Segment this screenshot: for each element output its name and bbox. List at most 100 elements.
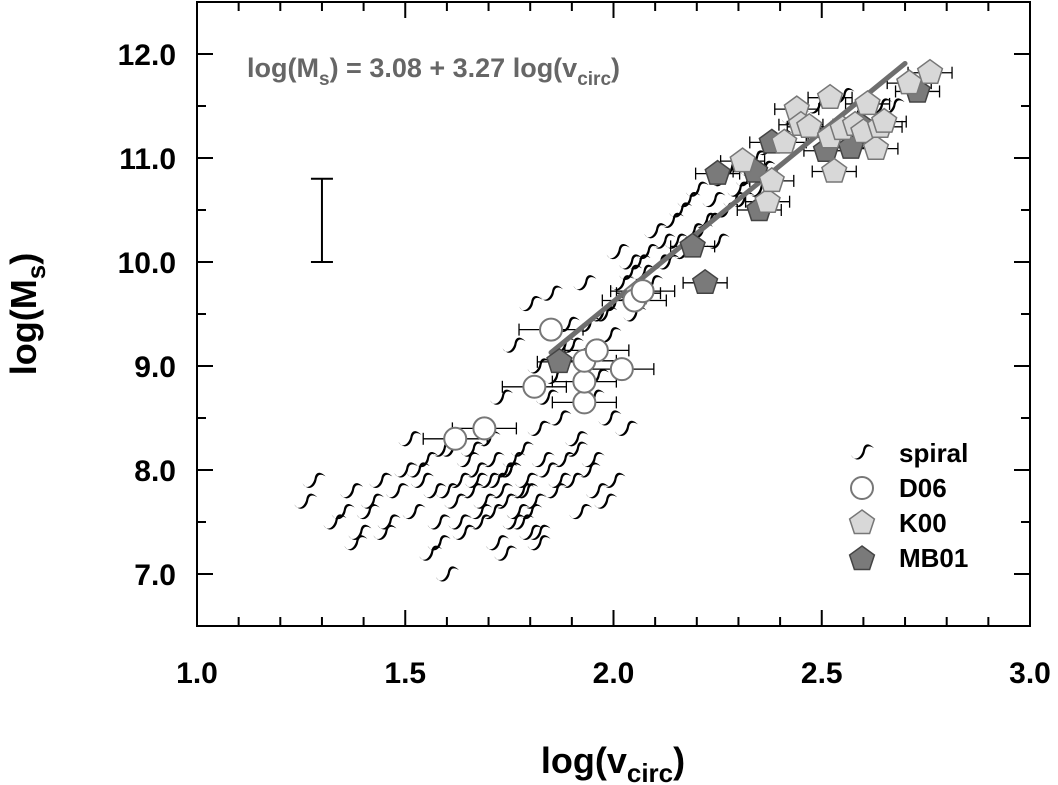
spiral-point <box>415 451 439 468</box>
axis-tick-labels: 1.0 1.5 2.0 2.5 3.0 7.0 8.0 9.0 10.0 11.0 12.0 <box>118 39 1051 690</box>
legend-label-k00: K00 <box>899 508 947 538</box>
spiral-point <box>552 451 576 468</box>
spiral-point <box>644 223 668 239</box>
spiral-point <box>510 441 534 457</box>
x-tick-label: 1.0 <box>176 657 218 690</box>
spiral-point <box>394 462 418 478</box>
mb01-point <box>546 347 573 374</box>
k00-point <box>729 147 756 173</box>
series-k00 <box>625 58 944 305</box>
spiral-point <box>614 420 638 436</box>
spiral-point <box>598 410 622 426</box>
spiral-point <box>527 535 551 551</box>
spiral-point <box>577 462 601 478</box>
spiral-point <box>469 503 493 520</box>
k00-point <box>754 187 781 213</box>
k00-point <box>796 112 823 139</box>
spiral-point <box>540 285 564 301</box>
spiral-point <box>427 514 451 530</box>
spiral-point <box>544 483 568 499</box>
spiral-point <box>635 243 659 260</box>
d06-point <box>443 426 468 451</box>
spiral-point <box>456 451 480 468</box>
d06-point <box>572 369 597 394</box>
spiral-point <box>527 420 551 436</box>
spiral-point <box>331 503 355 520</box>
spiral-point <box>302 472 326 488</box>
typical-error-bar <box>310 177 333 263</box>
spiral-point <box>619 254 643 270</box>
fit-line-segment <box>548 60 908 356</box>
y-tick-label: 10.0 <box>118 247 176 280</box>
spiral-point <box>402 503 426 520</box>
series-d06 <box>443 279 655 451</box>
spiral-point <box>502 514 526 530</box>
spiral-point <box>444 493 468 509</box>
spiral-point <box>465 462 489 478</box>
fit-equation-annotation: log(Ms) = 3.08 + 3.27 log(vcirc) <box>247 53 620 90</box>
y-axis-label: log(Ms) <box>3 253 51 375</box>
series-mb01 <box>546 77 931 374</box>
d06-point <box>584 338 609 363</box>
spiral-point <box>606 243 630 260</box>
spiral-point <box>585 483 609 499</box>
x-tick-label: 2.5 <box>801 657 843 690</box>
k00-point <box>916 58 944 84</box>
spiral-point <box>373 524 397 540</box>
spiral-point <box>485 535 509 551</box>
spiral-point <box>519 295 543 312</box>
spiral-point <box>527 358 551 374</box>
spiral-point <box>494 545 518 561</box>
legend-label-mb01: MB01 <box>899 543 968 573</box>
d06-point <box>609 357 634 382</box>
x-tick-label: 2.0 <box>593 657 635 690</box>
mb01-point <box>704 159 731 185</box>
spiral-point <box>435 566 459 582</box>
d06-point <box>522 374 547 399</box>
y-tick-label: 9.0 <box>134 351 176 384</box>
spiral-point <box>369 472 393 488</box>
y-tick-label: 12.0 <box>118 39 176 72</box>
k00-point <box>854 89 881 116</box>
spiral-point <box>685 181 709 197</box>
fit-line <box>548 60 908 356</box>
spiral-point <box>385 483 409 499</box>
legend-k00-marker <box>848 509 876 535</box>
mb01-point <box>679 232 706 258</box>
k00-point <box>821 157 848 183</box>
spiral-point <box>535 462 559 478</box>
spiral-point <box>410 472 434 488</box>
spiral-point <box>548 410 572 426</box>
x-axis-label: log(vcirc) <box>541 740 685 785</box>
spiral-point <box>573 275 597 291</box>
legend: spiral D06 K00 MB01 <box>848 438 968 573</box>
k00-point <box>862 134 890 160</box>
k00-point <box>816 83 844 109</box>
spiral-point <box>569 503 593 520</box>
k00-point <box>758 166 785 193</box>
legend-mb01-marker <box>848 545 876 571</box>
y-tick-label: 11.0 <box>119 143 176 176</box>
spiral-point <box>481 451 505 468</box>
spiral-point <box>519 524 543 540</box>
spiral-point <box>452 524 476 540</box>
legend-d06-marker <box>850 476 874 500</box>
spiral-point <box>594 493 618 509</box>
d06-point <box>572 390 597 415</box>
spiral-point <box>294 493 318 509</box>
axis-ticks <box>196 1 1031 627</box>
spiral-point <box>423 483 447 499</box>
d06-point <box>472 416 497 441</box>
spiral-point <box>565 431 589 447</box>
spiral-point <box>398 431 422 447</box>
legend-label-d06: D06 <box>899 473 947 503</box>
k00-point <box>871 107 898 133</box>
spiral-point <box>344 535 368 551</box>
x-tick-label: 1.5 <box>384 657 426 690</box>
spiral-point <box>702 191 726 208</box>
spiral-point <box>356 503 380 520</box>
mb01-point <box>691 268 719 295</box>
legend-spiral-icon <box>851 444 874 460</box>
k00-point <box>771 128 798 154</box>
